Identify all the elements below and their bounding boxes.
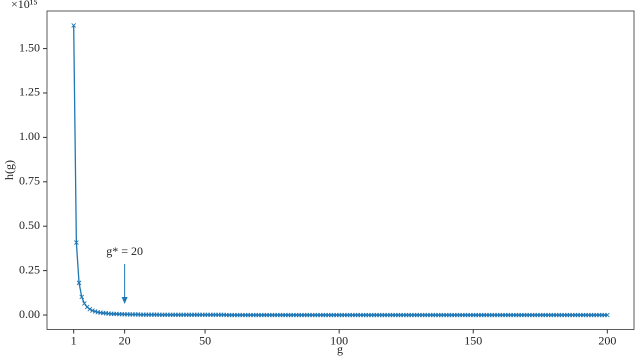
marker <box>87 306 93 312</box>
x-tick-label: 20 <box>119 333 131 347</box>
marker <box>82 301 87 306</box>
x-tick-label: 1 <box>71 333 77 347</box>
y-tick-label: 1.25 <box>19 85 40 99</box>
offset-label: ×10¹⁵ <box>11 0 38 11</box>
x-tick-label: 150 <box>464 333 482 347</box>
y-tick-label: 1.50 <box>19 40 40 54</box>
y-tick-label: 0.25 <box>19 262 40 276</box>
y-tick-label: 0.75 <box>19 174 40 188</box>
x-tick-label: 50 <box>199 333 211 347</box>
x-tick-label: 100 <box>330 333 348 347</box>
y-tick-label: 1.00 <box>19 129 40 143</box>
plot-frame <box>46 10 635 330</box>
marker <box>604 312 610 318</box>
marker <box>71 23 76 28</box>
annotation: g* = 20 <box>106 244 143 258</box>
marker <box>79 294 85 300</box>
marker <box>76 280 82 286</box>
x-tick-label: 200 <box>598 333 616 347</box>
marker <box>74 240 79 245</box>
annotation-arrowhead <box>121 297 128 304</box>
series-line <box>73 25 608 316</box>
marker <box>90 308 95 313</box>
x-axis-label: g <box>337 342 343 356</box>
y-axis-label: h(g) <box>2 160 16 180</box>
y-tick-label: 0.00 <box>19 307 40 321</box>
marker <box>92 309 98 314</box>
y-tick-label: 0.50 <box>19 218 40 232</box>
